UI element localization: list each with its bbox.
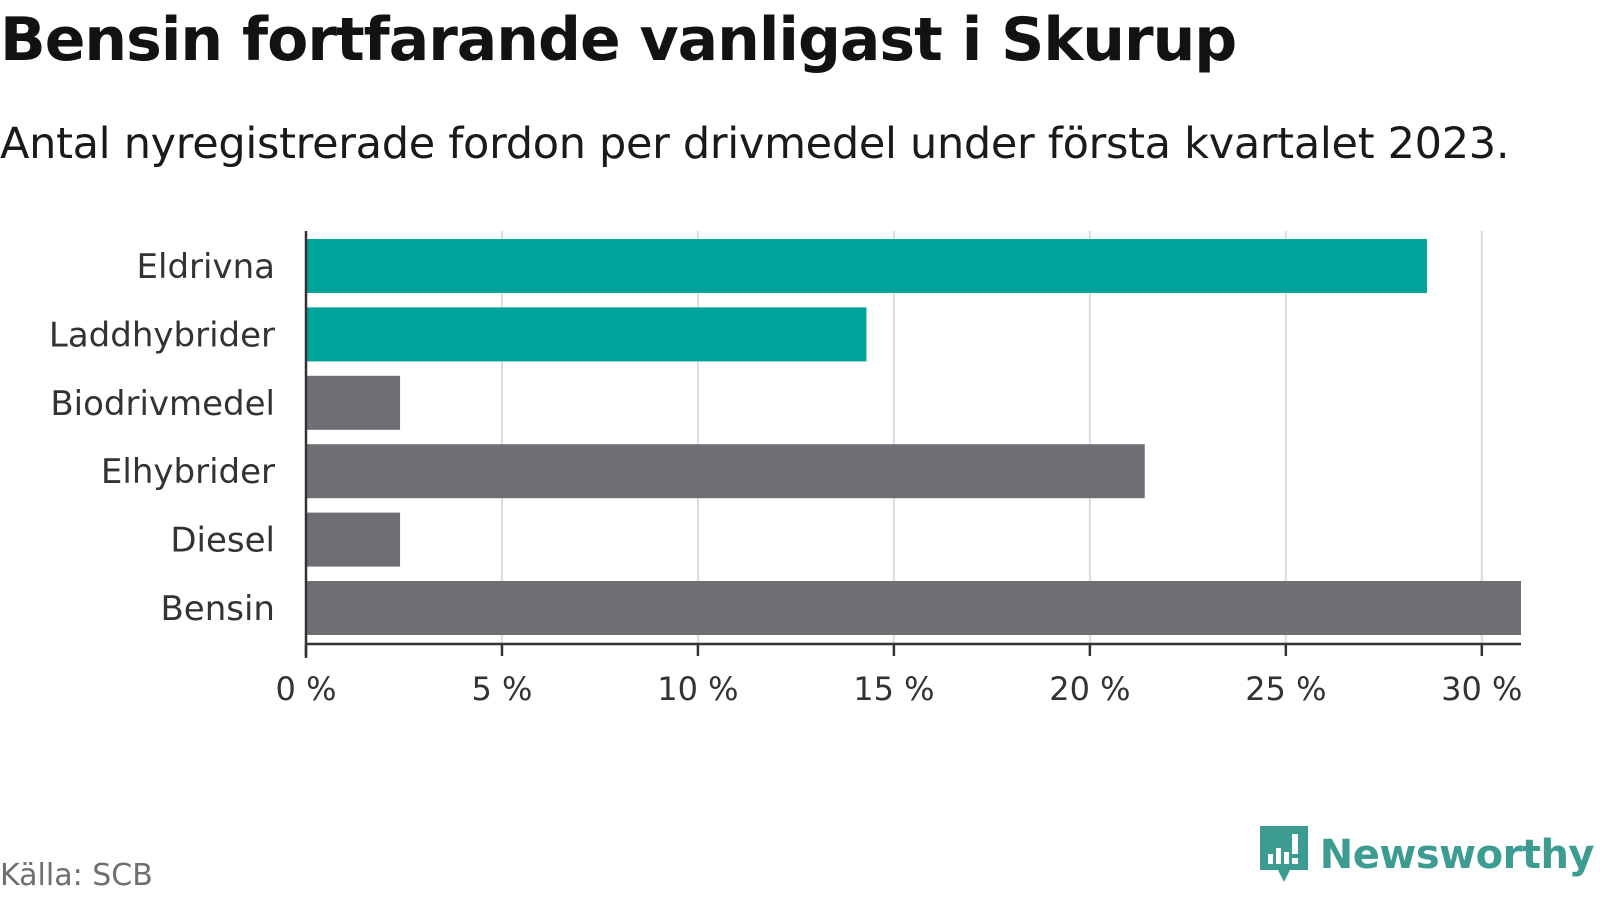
x-tick-label-10: 10 % bbox=[657, 670, 738, 708]
chart-subtitle: Antal nyregistrerade fordon per drivmede… bbox=[0, 119, 1510, 169]
x-tick-label-20: 20 % bbox=[1049, 670, 1130, 708]
x-tick-label-25: 25 % bbox=[1245, 670, 1326, 708]
brand-logo: Newsworthy bbox=[1258, 822, 1595, 888]
x-axis: 0 % 5 % 10 % 15 % 20 % 25 % 30 % bbox=[276, 231, 1522, 708]
category-label-biodrivmedel: Biodrivmedel bbox=[50, 384, 275, 424]
source-note: Källa: SCB bbox=[0, 858, 153, 893]
category-label-diesel: Diesel bbox=[170, 521, 275, 561]
newsworthy-logo-icon bbox=[1259, 826, 1308, 882]
bar-biodrivmedel bbox=[306, 375, 401, 430]
x-tick-label-5: 5 % bbox=[471, 670, 532, 708]
category-labels: Eldrivna Laddhybrider Biodrivmedel Elhybrid… bbox=[49, 247, 275, 629]
bar-eldrivna bbox=[306, 239, 1427, 293]
x-tick-label-0: 0 % bbox=[276, 670, 337, 708]
bar-diesel bbox=[306, 512, 401, 567]
x-tick-label-15: 15 % bbox=[853, 670, 934, 708]
chart-title: Bensin fortfarande vanligast i Skurup bbox=[0, 5, 1237, 75]
category-label-elhybrider: Elhybrider bbox=[101, 452, 275, 492]
bar-elhybrider bbox=[306, 444, 1145, 499]
gridlines bbox=[500, 231, 1483, 644]
brand-name: Newsworthy bbox=[1319, 832, 1595, 878]
category-label-bensin: Bensin bbox=[160, 589, 275, 629]
category-label-laddhybrider: Laddhybrider bbox=[49, 315, 275, 355]
bar-bensin bbox=[306, 581, 1521, 635]
x-tick-label-30: 30 % bbox=[1441, 670, 1522, 708]
bars bbox=[306, 239, 1521, 635]
bar-laddhybrider bbox=[306, 307, 867, 362]
category-label-eldrivna: Eldrivna bbox=[137, 247, 275, 287]
